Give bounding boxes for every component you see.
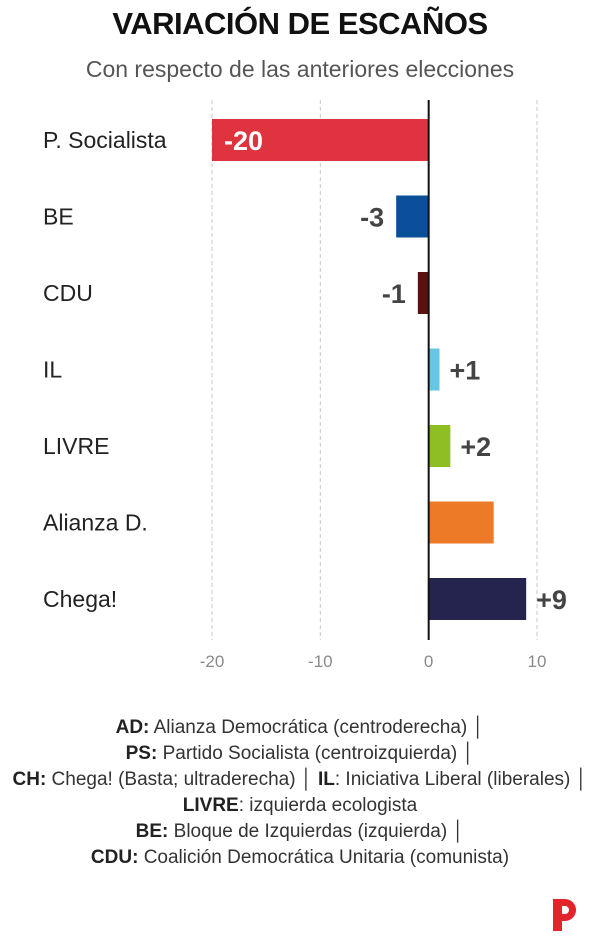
category-label: P. Socialista (43, 127, 167, 153)
value-label: -20 (224, 126, 263, 156)
footnote-line: CDU: Coalición Democrática Unitaria (com… (10, 845, 590, 871)
category-label: LIVRE (43, 433, 109, 459)
legend-footnote: AD: Alianza Democrática (centroderecha) … (10, 715, 590, 871)
footnote-abbr-be: BE: (135, 821, 169, 842)
x-tick-label: 10 (528, 652, 547, 671)
bar (396, 195, 429, 238)
category-label: CDU (43, 280, 93, 306)
bar (428, 578, 527, 620)
footnote-abbr-ps: PS: (125, 743, 158, 764)
value-label: +9 (536, 585, 567, 615)
footnote-text-ad: Alianza Democrática (centroderecha) │ (149, 717, 485, 738)
bar (428, 348, 440, 391)
publisher-logo-icon (553, 899, 576, 931)
footnote-line: CH: Chega! (Basta; ultraderecha) │ IL: I… (10, 767, 590, 819)
category-label: BE (43, 204, 74, 230)
footnote-abbr-il: IL (317, 769, 335, 790)
chart-subtitle: Con respecto de las anteriores eleccione… (85, 56, 515, 82)
footnote-abbr-ch: CH: (12, 769, 47, 790)
footnote-line: PS: Partido Socialista (centroizquierda)… (10, 741, 590, 767)
footnote-abbr-ad: AD: (115, 717, 150, 738)
category-label: IL (43, 357, 62, 383)
footnote-text-il: : Iniciativa Liberal (liberales) │ (334, 769, 588, 790)
bar (428, 501, 494, 544)
footnote-text-ps: Partido Socialista (centroizquierda) │ (157, 743, 475, 764)
x-tick-label: -10 (308, 652, 333, 671)
footnote-line: BE: Bloque de Izquierdas (izquierda) │ (10, 819, 590, 845)
value-label: +2 (460, 432, 491, 462)
bar (428, 425, 451, 467)
x-tick-label: 0 (424, 652, 433, 671)
x-tick-label: -20 (200, 652, 225, 671)
category-label: Chega! (43, 586, 117, 612)
bar (212, 119, 429, 161)
category-label: Alianza D. (43, 510, 148, 536)
footnote-abbr-cdu: CDU: (90, 847, 139, 868)
bar (417, 272, 429, 314)
chart-title: VARIACIÓN DE ESCAÑOS (112, 6, 488, 41)
value-label: -1 (382, 279, 406, 309)
footnote-text-ch: Chega! (Basta; ultraderecha) │ (46, 769, 318, 790)
value-label: -3 (360, 203, 384, 233)
footnote-abbr-livre: LIVRE (182, 795, 239, 816)
footnote-text-cdu: Coalición Democrática Unitaria (comunist… (138, 847, 510, 868)
value-label: +1 (450, 356, 481, 386)
bar-chart: -20 -10 0 10 P. Socialista -20 BE -3 CDU -1 IL +1 LI… (43, 100, 567, 671)
footnote-line: AD: Alianza Democrática (centroderecha) … (10, 715, 590, 741)
footnote-text-livre: : izquierda ecologista (238, 795, 418, 816)
footnote-text-be: Bloque de Izquierdas (izquierda) │ (168, 821, 465, 842)
